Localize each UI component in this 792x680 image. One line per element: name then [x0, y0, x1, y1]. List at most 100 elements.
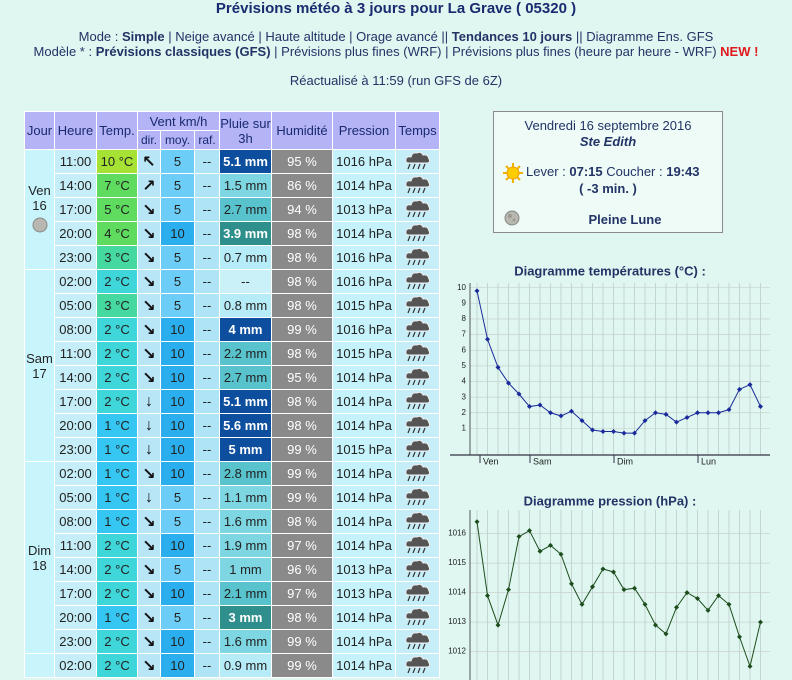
header-segment: Prévisions classiques (GFS): [95, 44, 271, 59]
dir-cell: ↘: [138, 606, 160, 629]
weather-cell: [396, 366, 439, 389]
weather-cell: [396, 654, 439, 677]
forecast-row: Ven 16 11:00 10 °C ↖ 5 -- 5.1 mm 95 % 1016 hPa: [25, 150, 439, 269]
data-point: [600, 429, 606, 435]
data-point: [695, 410, 700, 416]
rain: [411, 643, 416, 650]
raf-cell: --: [195, 438, 219, 461]
dir-cell: ↘: [138, 366, 160, 389]
rain: [406, 307, 411, 314]
rain: [416, 595, 421, 602]
pluie-cell: 5.1 mm: [220, 390, 271, 413]
rain: [421, 499, 426, 506]
pres-cell: 1014 hPa: [333, 366, 395, 389]
date: Vendredi 16 septembre 2016: [524, 118, 692, 133]
dir-cell: ↖: [138, 150, 160, 173]
cloud: [404, 559, 430, 572]
raf-cell: --: [195, 246, 219, 269]
pluie-cell: 5.1 mm: [220, 150, 271, 173]
raf-cell: --: [195, 174, 219, 197]
data-point: [632, 585, 637, 591]
hum-cell: 86 %: [272, 174, 332, 197]
rain: [406, 571, 411, 578]
data-point: [548, 542, 553, 548]
pluie-cell: 0.9 mm: [220, 654, 271, 677]
dir-cell: ↘: [138, 318, 160, 341]
y-tick-label: 1015: [448, 558, 466, 567]
temp-cell: 1 °C: [97, 438, 137, 461]
weather-icon: [404, 319, 430, 338]
moy-cell: 10: [161, 390, 194, 413]
data-point: [558, 413, 564, 419]
pres-cell: 1016 hPa: [333, 270, 395, 293]
dir-cell: ↓: [138, 414, 160, 437]
rain: [416, 427, 421, 434]
data-point: [590, 584, 595, 590]
raf-cell: --: [195, 582, 219, 605]
pres-cell: 1014 hPa: [333, 390, 395, 413]
day-date: 18: [32, 557, 47, 573]
weather-icon: [404, 535, 430, 554]
rain: [416, 619, 421, 626]
raf-cell: --: [195, 270, 219, 293]
col-header: moy.: [161, 131, 194, 149]
sunrise: 07:15: [569, 164, 603, 179]
rain: [406, 499, 411, 506]
forecast-table: Jour Heure Temp. Vent km/h Pluie sur 3h …: [24, 111, 440, 678]
weather-icon: [404, 631, 430, 650]
x-label: Sam: [533, 456, 552, 466]
weather-cell: [396, 270, 439, 293]
rain: [406, 427, 411, 434]
raf-cell: --: [195, 510, 219, 533]
heure-cell: 23:00: [55, 438, 96, 461]
col-header: Temp.: [97, 112, 137, 149]
heure-cell: 23:00: [55, 630, 96, 653]
cloud: [404, 415, 430, 428]
dir-cell: ↘: [138, 342, 160, 365]
cloud: [404, 631, 430, 644]
col-header: Pression: [333, 112, 395, 149]
data-point: [537, 402, 543, 408]
pres-cell: 1014 hPa: [333, 534, 395, 557]
weather-icon: [404, 151, 430, 170]
heure-cell: 11:00: [55, 150, 96, 173]
moy-cell: 10: [161, 582, 194, 605]
col-header: Temps: [396, 112, 439, 149]
label: Coucher :: [606, 164, 667, 179]
temp-cell: 2 °C: [97, 366, 137, 389]
pres-cell: 1013 hPa: [333, 198, 395, 221]
data-point: [758, 404, 763, 410]
heure-cell: 14:00: [55, 174, 96, 197]
data-point: [506, 380, 511, 386]
sun-times: Lever : 07:15 Coucher : 19:43: [526, 164, 699, 179]
temp-cell: 2 °C: [97, 582, 137, 605]
weather-cell: [396, 174, 439, 197]
pres-cell: 1014 hPa: [333, 174, 395, 197]
cloud: [404, 295, 430, 308]
label: Lever :: [526, 164, 570, 179]
heure-cell: 11:00: [55, 534, 96, 557]
table-body: Ven 16 11:00 10 °C ↖ 5 -- 5.1 mm 95 % 1016 hPa 14:…: [25, 150, 439, 677]
moy-cell: 5: [161, 270, 194, 293]
data-point: [726, 601, 732, 607]
pluie-cell: 3.9 mm: [220, 222, 271, 245]
weather-icon: [404, 295, 430, 314]
weather-cell: [396, 630, 439, 653]
rain: [411, 331, 416, 338]
col-header: dir.: [138, 131, 160, 149]
rain: [411, 235, 416, 242]
rain: [421, 163, 426, 170]
moon-phase: Pleine Lune: [588, 212, 662, 227]
data-point: [716, 410, 721, 416]
pluie-cell: 2.8 mm: [220, 462, 271, 485]
temp-cell: 1 °C: [97, 462, 137, 485]
hum-cell: 98 %: [272, 270, 332, 293]
rain: [411, 667, 416, 674]
rain: [421, 427, 426, 434]
day-cell: Ven 16: [25, 150, 54, 269]
rain: [416, 259, 421, 266]
cloud: [404, 655, 430, 668]
weather-icon: [404, 247, 430, 266]
x-label: Dim: [617, 456, 633, 466]
cloud: [404, 535, 430, 548]
